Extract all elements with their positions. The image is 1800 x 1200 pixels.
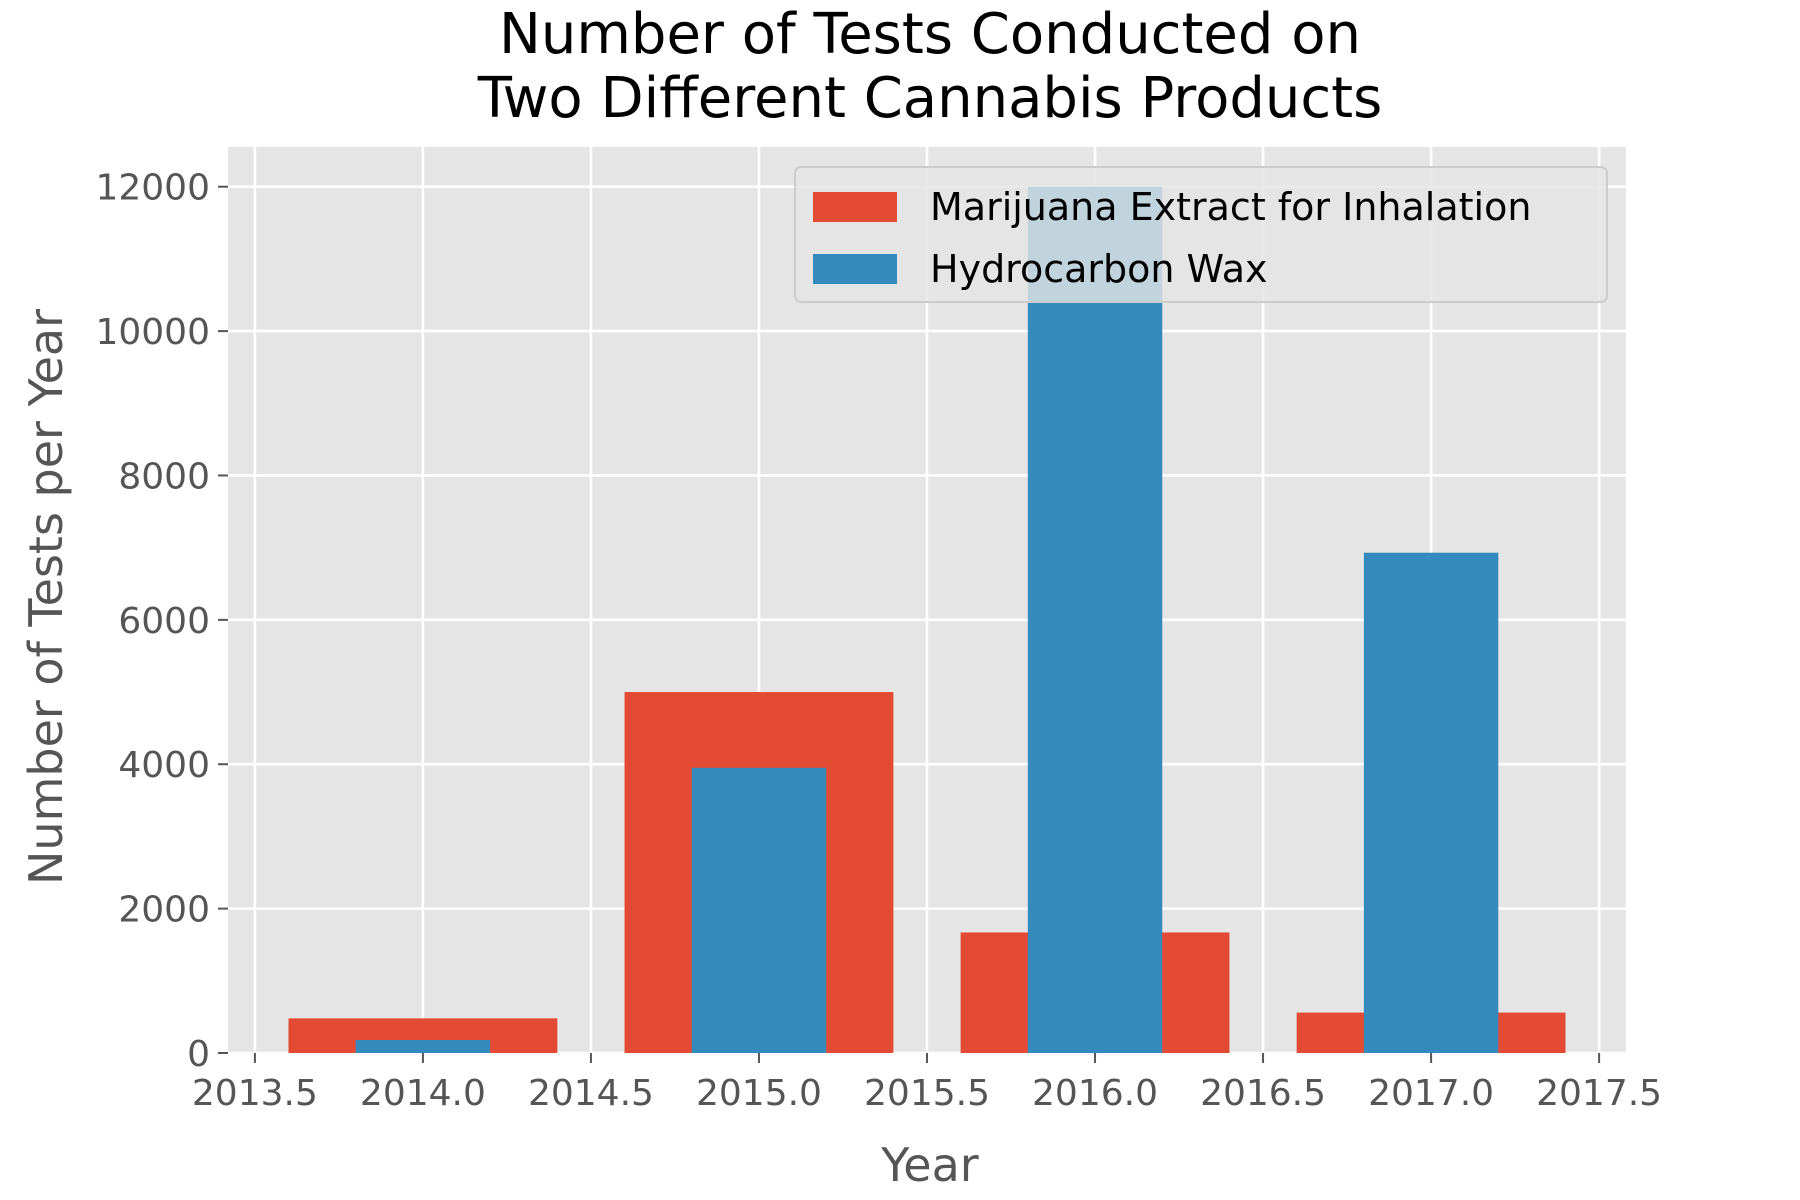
x-tick-label: 2013.5 — [192, 1073, 318, 1114]
chart-title-line-1: Number of Tests Conducted on — [499, 2, 1361, 67]
y-tick-label: 10000 — [95, 312, 210, 353]
chart-title-line-2: Two Different Cannabis Products — [477, 66, 1383, 131]
bar-hydrocarbon-wax — [1027, 186, 1163, 1053]
x-tick-label: 2017.5 — [1536, 1073, 1662, 1114]
y-tick-label: 12000 — [95, 168, 210, 209]
y-tick-label: 4000 — [118, 745, 210, 786]
bar-hydrocarbon-wax — [691, 767, 827, 1053]
y-tick-label: 6000 — [118, 601, 210, 642]
x-axis-label: Year — [881, 1138, 979, 1192]
x-tick-label: 2014.0 — [360, 1073, 486, 1114]
y-tick-label: 2000 — [118, 890, 210, 931]
legend-swatch-hydrocarbon-wax — [813, 254, 897, 284]
x-tick-label: 2016.0 — [1032, 1073, 1158, 1114]
y-tick-label: 8000 — [118, 456, 210, 497]
x-tick-label: 2015.5 — [864, 1073, 990, 1114]
legend-box — [794, 166, 1608, 303]
x-tick-label: 2017.0 — [1368, 1073, 1494, 1114]
legend-label-hydrocarbon-wax: Hydrocarbon Wax — [930, 247, 1267, 291]
x-tick-label: 2014.5 — [528, 1073, 654, 1114]
y-axis-label: Number of Tests per Year — [19, 309, 73, 885]
legend-swatch-marijuana-extract — [813, 192, 897, 222]
x-tick-label: 2016.5 — [1200, 1073, 1326, 1114]
x-tick-label: 2015.0 — [696, 1073, 822, 1114]
y-tick-label: 0 — [187, 1034, 210, 1075]
bar-hydrocarbon-wax — [1363, 552, 1499, 1053]
legend-label-marijuana-extract: Marijuana Extract for Inhalation — [930, 185, 1531, 229]
bar-hydrocarbon-wax — [355, 1040, 491, 1053]
